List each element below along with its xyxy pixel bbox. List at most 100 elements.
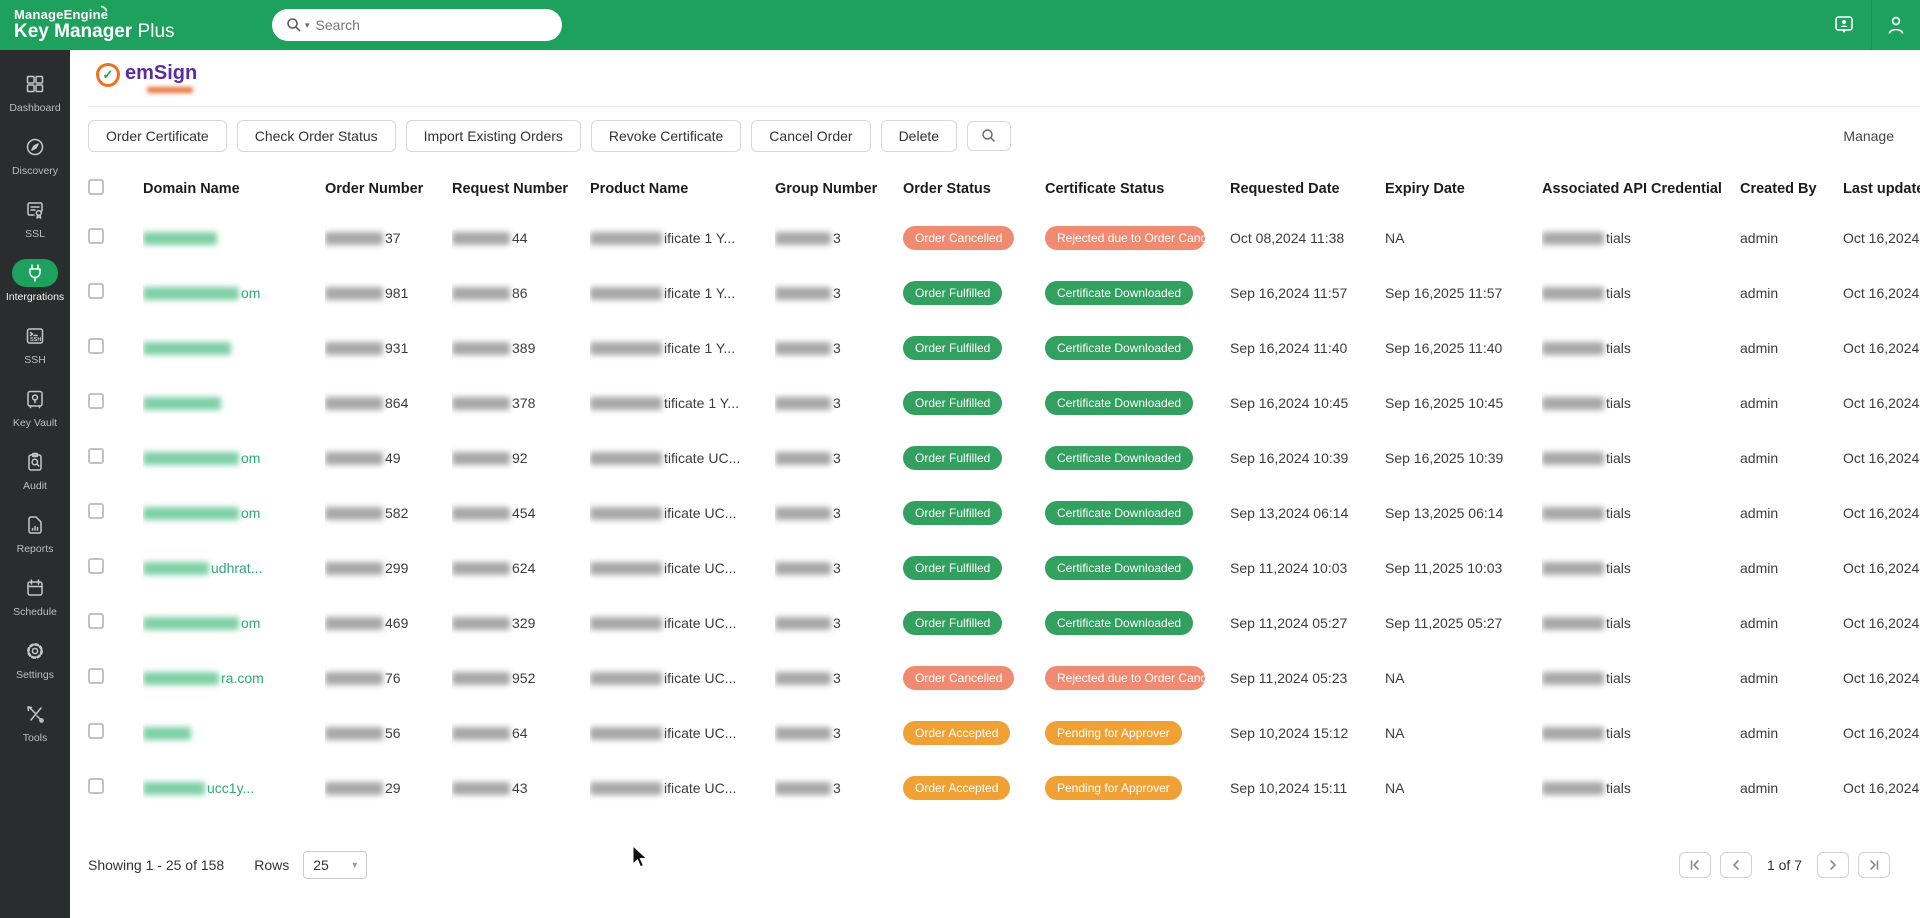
redacted-text (143, 452, 239, 466)
cell-order-number: 299 (325, 540, 452, 595)
cell-domain-name[interactable] (143, 705, 325, 760)
redacted-text (143, 342, 231, 356)
sidebar-item-reports[interactable]: Reports (0, 501, 70, 564)
cell-domain-name[interactable] (143, 375, 325, 430)
sidebar-item-key-vault[interactable]: Key Vault (0, 375, 70, 438)
table-row[interactable]: 37 44 ificate 1 Y... 3 Order Cancelled Reject… (88, 210, 1920, 265)
import-existing-orders-button[interactable]: Import Existing Orders (405, 120, 581, 152)
certificate-status-badge: Certificate Downloaded (1045, 500, 1194, 525)
prev-page-icon (1733, 860, 1739, 870)
table-row[interactable]: ra.com 76 952 ificate UC... 3 Order Cancelled… (88, 650, 1920, 705)
sidebar-item-ssl[interactable]: SSL (0, 186, 70, 249)
row-checkbox[interactable] (88, 613, 104, 629)
redacted-text (143, 562, 209, 576)
cell-domain-name[interactable]: udhrat... (143, 540, 325, 595)
revoke-certificate-button[interactable]: Revoke Certificate (590, 120, 742, 152)
cell-domain-name[interactable]: om (143, 265, 325, 320)
cancel-order-button[interactable]: Cancel Order (751, 120, 871, 152)
redacted-text (590, 507, 662, 521)
certificate-status-badge: Certificate Downloaded (1045, 390, 1194, 415)
cell-domain-name[interactable] (143, 320, 325, 375)
cell-domain-name[interactable]: ra.com (143, 650, 325, 705)
sidebar-item-intergrations[interactable]: Intergrations (0, 249, 70, 312)
table-row[interactable]: om 981 86 ificate 1 Y... 3 Order Fulfilled Cer… (88, 265, 1920, 320)
table-row[interactable]: 56 64 ificate UC... 3 Order Accepted Pending … (88, 705, 1920, 760)
brand-product-name: Key Manager Plus (14, 20, 175, 42)
sidebar-item-settings[interactable]: Settings (0, 627, 70, 690)
cell-product-name: tificate 1 Y... (590, 375, 775, 430)
manage-link[interactable]: Manage (1843, 128, 1894, 144)
table-row[interactable]: om 49 92 tificate UC... 3 Order Fulfilled Cert… (88, 430, 1920, 485)
table-row[interactable]: ucc1y... 29 43 ificate UC... 3 Order Accepted… (88, 760, 1920, 815)
global-search[interactable]: ▾ (272, 9, 562, 41)
table-row[interactable]: 931 389 ificate 1 Y... 3 Order Fulfilled Cert… (88, 320, 1920, 375)
redacted-text (143, 672, 219, 686)
order-certificate-button[interactable]: Order Certificate (88, 120, 227, 152)
search-scope-caret-icon[interactable]: ▾ (305, 19, 310, 30)
delete-button[interactable]: Delete (880, 120, 958, 152)
grid-icon (12, 70, 58, 98)
sidebar-item-schedule[interactable]: Schedule (0, 564, 70, 627)
prev-page-button[interactable] (1719, 852, 1752, 878)
emsign-logo[interactable]: ✓ emSign (96, 63, 197, 93)
cell-order-status: Order Fulfilled (903, 485, 1045, 540)
cell-expiry-date: Sep 11,2025 05:27 (1385, 614, 1503, 631)
first-page-button[interactable] (1678, 852, 1711, 878)
row-checkbox[interactable] (88, 338, 104, 354)
cell-domain-name[interactable] (143, 210, 325, 265)
row-checkbox[interactable] (88, 778, 104, 794)
cell-order-status: Order Accepted (903, 760, 1045, 815)
last-page-button[interactable] (1858, 852, 1890, 878)
sidebar-item-discovery[interactable]: Discovery (0, 123, 70, 186)
cell-certificate-status: Pending for Approver (1045, 760, 1230, 815)
sidebar-item-label: SSH (24, 353, 46, 366)
certificate-status-badge: Rejected due to Order Cance (1045, 665, 1205, 690)
sidebar-item-audit[interactable]: Audit (0, 438, 70, 501)
sidebar-item-dashboard[interactable]: Dashboard (0, 60, 70, 123)
integration-tab-bar: ✓ emSign (88, 50, 1920, 107)
sidebar-item-label: Intergrations (5, 290, 65, 303)
remote-assist-button[interactable] (1831, 12, 1857, 38)
row-checkbox[interactable] (88, 448, 104, 464)
cell-created-by: admin (1740, 394, 1779, 411)
redacted-text (325, 452, 383, 466)
table-search-button[interactable] (967, 121, 1012, 151)
cell-request-number: 389 (452, 320, 590, 375)
cell-order-number: 864 (325, 375, 452, 430)
cell-created-by: admin (1740, 229, 1779, 246)
sidebar-item-ssh[interactable]: SSH SSH (0, 312, 70, 375)
row-checkbox[interactable] (88, 393, 104, 409)
next-page-button[interactable] (1817, 852, 1849, 878)
cell-api-credential: tials (1542, 705, 1740, 760)
row-checkbox[interactable] (88, 558, 104, 574)
table-row[interactable]: udhrat... 299 624 ificate UC... 3 Order Fulfi… (88, 540, 1920, 595)
check-order-status-button[interactable]: Check Order Status (236, 120, 396, 152)
search-input[interactable] (315, 17, 516, 33)
row-checkbox[interactable] (88, 668, 104, 684)
cell-domain-name[interactable]: ucc1y... (143, 760, 325, 815)
row-checkbox[interactable] (88, 503, 104, 519)
cell-requested-date: Sep 11,2024 05:27 (1230, 614, 1348, 631)
row-checkbox[interactable] (88, 283, 104, 299)
cell-order-status: Order Fulfilled (903, 265, 1045, 320)
redacted-text (775, 397, 831, 411)
table-row[interactable]: om 582 454 ificate UC... 3 Order Fulfilled Cer… (88, 485, 1920, 540)
row-checkbox[interactable] (88, 723, 104, 739)
redacted-text (1542, 782, 1604, 796)
cell-domain-name[interactable]: om (143, 430, 325, 485)
redacted-text (143, 507, 239, 521)
table-row[interactable]: 864 378 tificate 1 Y... 3 Order Fulfilled Cer… (88, 375, 1920, 430)
user-menu-button[interactable] (1884, 13, 1908, 37)
cell-order-number: 76 (325, 650, 452, 705)
sidebar-item-tools[interactable]: Tools (0, 690, 70, 753)
row-checkbox[interactable] (88, 228, 104, 244)
cell-domain-name[interactable]: om (143, 485, 325, 540)
cell-requested-date: Sep 11,2024 05:23 (1230, 669, 1348, 686)
showing-count: Showing 1 - 25 of 158 (88, 857, 225, 873)
select-all-checkbox[interactable] (88, 179, 104, 195)
rows-per-page-select[interactable]: 25 ▾ (303, 851, 368, 879)
cell-certificate-status: Certificate Downloaded (1045, 320, 1230, 375)
cell-domain-name[interactable]: om (143, 595, 325, 650)
column-header-expiry-date: Expiry Date (1385, 181, 1465, 197)
table-row[interactable]: om 469 329 ificate UC... 3 Order Fulfilled Cer… (88, 595, 1920, 650)
